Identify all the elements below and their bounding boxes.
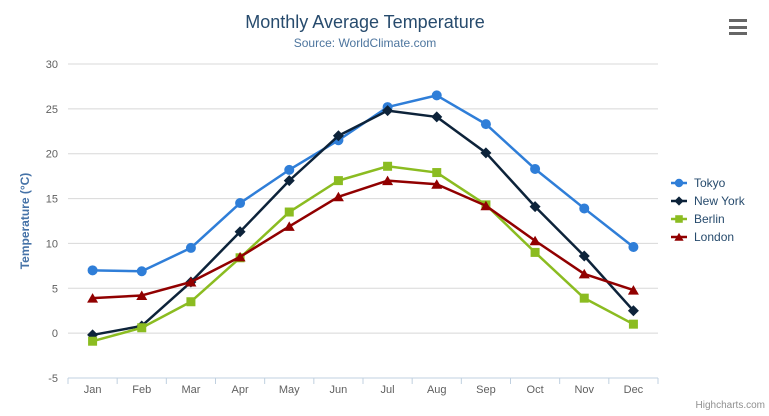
marker-new-york-Jul[interactable] [382,105,394,117]
y-axis-label: 25 [46,104,58,116]
hamburger-bar [729,25,747,29]
marker-london-Jul[interactable] [382,175,394,186]
hamburger-bar [729,19,747,22]
legend-item-new-york[interactable]: New York [671,192,745,210]
hamburger-bar [729,32,747,35]
marker-tokyo-Aug[interactable] [431,90,442,101]
legend-marker-tokyo [671,178,687,188]
legend-marker-new-york [671,196,687,206]
y-axis-label: -5 [48,373,58,385]
x-axis-label: Aug [427,384,447,396]
marker-london-Jun[interactable] [332,191,344,202]
x-axis-label: May [279,384,300,396]
marker-new-york-Sep[interactable] [480,147,492,159]
legend-symbol-london[interactable] [674,232,684,241]
x-axis-label: Nov [574,384,594,396]
legend-symbol-tokyo[interactable] [674,178,684,188]
x-axis-label: Mar [181,384,200,396]
legend-label-london: London [694,230,735,244]
hamburger-menu-icon[interactable] [729,19,749,35]
series-berlin[interactable] [88,161,638,346]
marker-london-Apr[interactable] [234,251,246,262]
chart-subtitle: Source: WorldClimate.com [293,36,437,50]
marker-tokyo-May[interactable] [284,164,295,175]
marker-new-york-Jun[interactable] [332,130,344,142]
y-axis-label: 10 [46,238,58,250]
marker-london-Mar[interactable] [185,277,197,287]
marker-berlin-May[interactable] [284,207,294,217]
legend-label-tokyo: Tokyo [694,176,726,190]
marker-berlin-Mar[interactable] [186,297,196,307]
marker-berlin-Nov[interactable] [579,293,589,303]
x-axis-label: Sep [476,384,496,396]
marker-london-Dec[interactable] [627,285,639,295]
marker-berlin-Jul[interactable] [383,161,393,171]
y-axis-label: 5 [52,283,58,295]
x-axis-label: Feb [132,384,151,396]
marker-tokyo-Mar[interactable] [185,242,196,253]
marker-berlin-Dec[interactable] [628,319,638,329]
marker-berlin-Feb[interactable] [137,323,147,333]
chart-title: Monthly Average Temperature [245,12,485,32]
marker-berlin-Jun[interactable] [333,176,343,186]
legend-marker-berlin [671,215,687,223]
marker-new-york-Aug[interactable] [431,111,443,123]
marker-london-Feb[interactable] [136,290,148,300]
series-line-new-york[interactable] [91,109,635,337]
legend-marker-london [671,232,687,241]
x-axis-label: Oct [527,384,544,396]
marker-london-Jan[interactable] [87,293,99,303]
x-axis-label: Jun [330,384,348,396]
legend-symbol-new-york[interactable] [674,196,684,206]
series-line-berlin[interactable] [91,165,635,343]
legend-item-tokyo[interactable]: Tokyo [671,174,745,192]
marker-london-Nov[interactable] [578,268,590,279]
x-axis-label: Jul [381,384,395,396]
marker-tokyo-Sep[interactable] [480,119,491,130]
series-line-tokyo[interactable] [91,94,635,273]
series-tokyo[interactable] [87,90,639,277]
y-axis-label: 30 [46,59,58,71]
legend-item-london[interactable]: London [671,228,745,246]
x-axis-label: Jan [84,384,102,396]
legend-item-berlin[interactable]: Berlin [671,210,745,228]
marker-berlin-Jan[interactable] [88,336,98,346]
marker-new-york-Nov[interactable] [578,250,590,262]
marker-new-york-Oct[interactable] [529,201,541,213]
y-axis-label: 20 [46,149,58,161]
marker-tokyo-Apr[interactable] [235,198,246,209]
marker-tokyo-Feb[interactable] [136,266,147,277]
marker-new-york-Apr[interactable] [234,226,246,238]
marker-tokyo-Nov[interactable] [579,203,590,214]
marker-tokyo-Dec[interactable] [628,242,639,253]
y-axis-label: 15 [46,194,58,206]
marker-tokyo-Oct[interactable] [530,163,541,174]
series-london[interactable] [87,175,639,303]
x-axis-label: Apr [232,384,249,396]
marker-london-Sep[interactable] [480,200,492,211]
marker-tokyo-Jan[interactable] [87,265,98,276]
y-axis-label: 0 [52,328,58,340]
marker-berlin-Oct[interactable] [530,247,540,257]
series-line-london[interactable] [91,179,635,300]
credits-link[interactable]: Highcharts.com [695,400,765,411]
marker-new-york-May[interactable] [283,175,295,187]
marker-london-Oct[interactable] [529,235,541,246]
marker-london-Aug[interactable] [431,179,443,189]
x-axis-label: Dec [624,384,644,396]
legend: Tokyo New York Berlin London [671,174,745,246]
marker-new-york-Dec[interactable] [627,305,639,317]
marker-london-May[interactable] [283,221,295,231]
series-new-york[interactable] [87,105,639,341]
marker-berlin-Aug[interactable] [432,168,442,178]
legend-symbol-berlin[interactable] [675,215,683,223]
legend-label-berlin: Berlin [694,212,725,226]
legend-label-new-york: New York [694,194,745,208]
